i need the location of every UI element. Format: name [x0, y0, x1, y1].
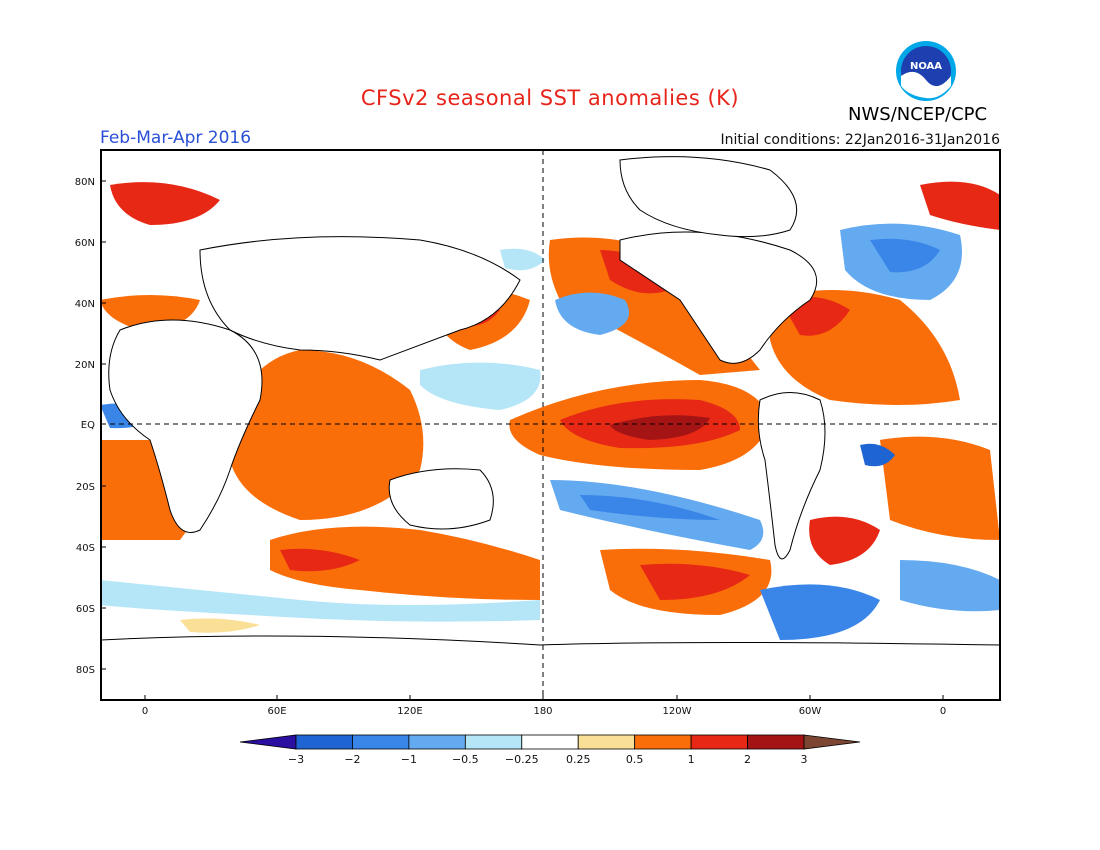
colorbar-label: 2: [744, 753, 751, 766]
lat-tick-label: 20N: [75, 360, 95, 371]
latitude-axis: 80N 60N 40N 20N EQ 20S 40S 60S 80S: [75, 177, 106, 676]
colorbar-label: −0.25: [505, 753, 539, 766]
colorbar-label: −3: [288, 753, 304, 766]
initial-conditions: Initial conditions: 22Jan2016-31Jan2016: [720, 132, 1000, 148]
lon-tick-label: 120E: [397, 706, 422, 717]
continents: [101, 156, 1000, 700]
agency-label: NWS/NCEP/CPC: [848, 104, 988, 125]
colorbar-high-arrow: [803, 734, 861, 750]
colorbar-swatch: [464, 734, 523, 750]
colorbar: −3 −2 −1 −0.5 −0.25 0.25 0.5 1 2 3: [239, 734, 861, 766]
lat-tick-label: 40S: [76, 543, 95, 554]
colorbar-swatch: [521, 734, 579, 750]
lat-tick-label: EQ: [81, 420, 95, 431]
colorbar-label: 1: [688, 753, 695, 766]
lon-tick-label: 60W: [799, 706, 822, 717]
map-frame: [100, 149, 1001, 701]
colorbar-swatch: [408, 734, 466, 750]
lat-tick-label: 60N: [75, 238, 95, 249]
colorbar-label: 3: [801, 753, 808, 766]
colorbar-swatch: [690, 734, 748, 750]
logo-text: NOAA: [910, 61, 942, 72]
colorbar-label: 0.5: [626, 753, 644, 766]
lat-tick-label: 60S: [76, 604, 95, 615]
colorbar-swatch: [747, 734, 805, 750]
colorbar-swatch: [295, 734, 353, 750]
colorbar-label: −1: [401, 753, 417, 766]
lon-tick-label: 180: [533, 706, 552, 717]
lat-tick-label: 20S: [76, 482, 95, 493]
colorbar-label: −2: [344, 753, 360, 766]
longitude-axis: 0 60E 120E 180 120W 60W 0: [142, 695, 946, 717]
anomaly-field: [101, 150, 1000, 700]
lat-tick-label: 40N: [75, 299, 95, 310]
lon-tick-label: 0: [940, 706, 946, 717]
map-title: CFSv2 seasonal SST anomalies (K): [360, 86, 740, 110]
lon-tick-label: 60E: [267, 706, 286, 717]
colorbar-swatch: [352, 734, 410, 750]
lat-tick-label: 80S: [76, 665, 95, 676]
colorbar-swatch: [577, 734, 636, 750]
colorbar-low-arrow: [239, 734, 297, 750]
lat-tick-label: 80N: [75, 177, 95, 188]
forecast-period: Feb-Mar-Apr 2016: [100, 128, 252, 148]
lon-tick-label: 0: [142, 706, 148, 717]
colorbar-swatch: [634, 734, 692, 750]
noaa-logo: NOAA: [895, 40, 957, 102]
lon-tick-label: 120W: [663, 706, 692, 717]
colorbar-label: 0.25: [566, 753, 591, 766]
colorbar-label: −0.5: [452, 753, 479, 766]
